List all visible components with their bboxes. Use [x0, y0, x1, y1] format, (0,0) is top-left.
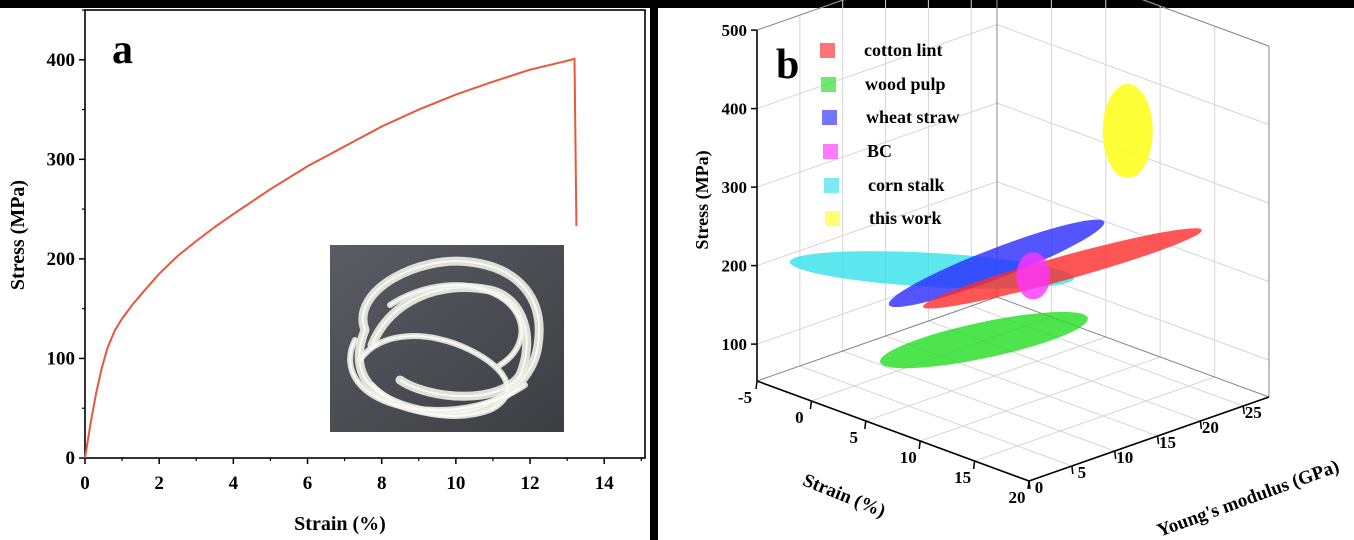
x-tick-label: -5 [738, 388, 752, 407]
legend-label: corn stalk [868, 175, 945, 195]
ellipse-wheat-straw [888, 219, 1105, 308]
x-tick-label: 12 [521, 473, 540, 494]
x-axis-label-a: Strain (%) [294, 513, 386, 535]
x-tick-label: 10 [900, 448, 917, 467]
y-tick [1028, 480, 1031, 490]
gridline [756, 102, 998, 188]
y-tick-label: 5 [1078, 463, 1087, 482]
x-tick-label: 4 [229, 473, 239, 494]
x-tick-label: 0 [795, 408, 804, 427]
legend-label: this work [869, 208, 942, 228]
z-tick-label: 500 [722, 21, 748, 40]
ellipse-cotton-lint [923, 228, 1202, 309]
legend-label: cotton lint [864, 40, 943, 60]
x-tick [755, 380, 758, 390]
legend-swatch [824, 178, 839, 193]
chart-b: 100200300400500-5051015200510152025cotto… [722, 0, 1270, 507]
box-edge [756, 296, 998, 382]
x-tick-label: 15 [954, 468, 971, 487]
z-axis-label-b: Stress (MPa) [692, 150, 713, 249]
z-tick-label: 100 [722, 335, 748, 354]
gridline [865, 336, 1106, 422]
legend-swatch [823, 144, 838, 159]
gridline [799, 365, 1073, 467]
x-tick-label: 0 [80, 473, 90, 494]
z-tick-label: 300 [722, 178, 748, 197]
gridline [920, 356, 1161, 442]
y-tick-label: 10 [1116, 448, 1133, 467]
x-tick [809, 400, 813, 410]
legend-label: BC [867, 141, 892, 161]
fiber-highlight [389, 284, 523, 366]
gridline [756, 0, 845, 31]
y-tick [1242, 405, 1245, 415]
stress-strain-curve [84, 57, 578, 459]
y-tick-label: 0 [66, 448, 76, 469]
z-tick-label: 200 [722, 257, 748, 276]
x-tick-label: 14 [595, 473, 615, 494]
gridline [756, 24, 998, 110]
legend-swatch [822, 110, 837, 125]
gridline [842, 350, 1115, 452]
y-tick [1113, 450, 1117, 460]
plot-frame [84, 9, 646, 459]
x-tick-label: 2 [154, 473, 164, 494]
box-edge [1142, 0, 1270, 47]
x-tick-label: 6 [303, 473, 313, 494]
y-tick [1071, 465, 1074, 475]
y-tick-label: 400 [47, 50, 76, 71]
gridline [756, 181, 998, 267]
x-axis [756, 380, 1030, 482]
ellipse-this-work [1102, 84, 1153, 179]
ellipse-wood-pulp [880, 311, 1088, 369]
fiber-highlight [349, 339, 526, 411]
ellipse-bc [1016, 252, 1051, 300]
chart-a: 0 2 4 6 8 10 12 14 0 100 200 300 400 [47, 9, 646, 494]
gridline [974, 376, 1215, 462]
legend-swatch [825, 211, 840, 226]
y-axis-label-b: Young's modulus (GPa) [1154, 456, 1342, 540]
legend-label: wheat straw [866, 107, 959, 127]
x-tick-label: 8 [377, 473, 387, 494]
x-tick [918, 440, 921, 450]
y-tick-label: 200 [47, 249, 76, 270]
inset-photo [330, 245, 564, 432]
x-tick [864, 420, 867, 430]
x-tick-label: 20 [1009, 488, 1026, 507]
panel-label-b: b [776, 42, 799, 88]
y-tick [1199, 420, 1203, 430]
y-tick-label: 15 [1159, 433, 1176, 452]
y-tick-label: 20 [1202, 418, 1219, 437]
box-edge [996, 296, 1270, 398]
x-tick-label: 10 [446, 473, 465, 494]
panel-label-a: a [112, 27, 133, 73]
y-tick-label: 0 [1035, 478, 1044, 497]
y-tick-label: 300 [47, 149, 76, 170]
y-tick-label: 100 [47, 348, 76, 369]
legend-swatch [821, 77, 836, 92]
y-tick [1156, 435, 1160, 445]
box-edge [756, 0, 845, 31]
y-axis-label-a: Stress (MPa) [7, 180, 29, 290]
legend-swatch [820, 43, 835, 58]
gridline [996, 24, 1270, 126]
gridline [996, 181, 1270, 283]
x-tick-label: 5 [850, 428, 859, 447]
legend-label: wood pulp [865, 74, 946, 94]
y-axis [1028, 396, 1270, 482]
x-axis-label-b: Strain (%) [800, 470, 889, 522]
x-tick [972, 460, 976, 470]
z-tick-label: 400 [722, 100, 748, 119]
y-tick-label: 25 [1245, 403, 1262, 422]
